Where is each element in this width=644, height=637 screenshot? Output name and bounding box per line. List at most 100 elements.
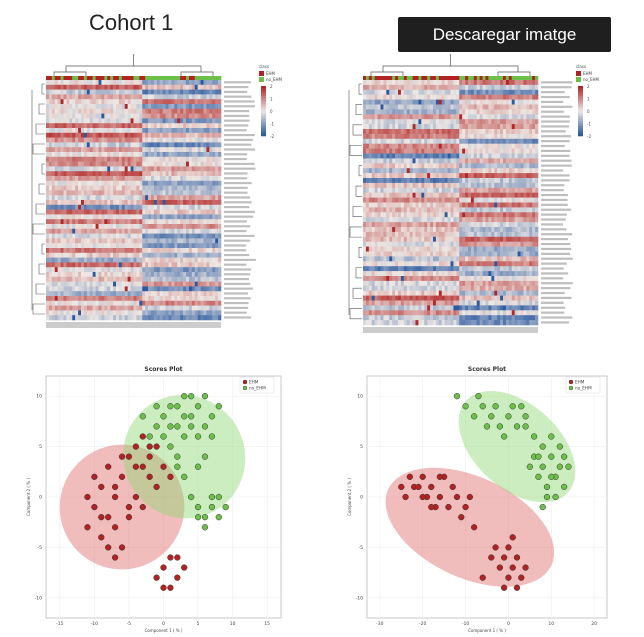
heatmap-cell: [392, 197, 396, 203]
heatmap-cell: [95, 118, 99, 124]
heatmap-cell: [200, 108, 204, 114]
heatmap-cell: [485, 114, 489, 120]
heatmap-cell: [415, 148, 419, 154]
heatmap-cell: [183, 252, 187, 258]
heatmap-cell: [63, 118, 67, 124]
heatmap-cell: [380, 173, 384, 179]
class-bar-cell: [215, 76, 219, 80]
heatmap-cell: [153, 310, 158, 316]
heatmap-cell: [438, 94, 443, 100]
heatmap-cell: [465, 133, 469, 140]
heatmap-cell: [470, 202, 475, 208]
heatmap-cell: [168, 233, 172, 239]
heatmap-cell: [46, 156, 50, 162]
heatmap-cell: [447, 133, 451, 140]
heatmap-cell: [104, 300, 108, 306]
heatmap-cell: [427, 178, 431, 184]
heatmap-cell: [383, 124, 387, 130]
heatmap-cell: [215, 94, 219, 100]
heatmap-cell: [409, 114, 413, 120]
heatmap-cell: [142, 104, 146, 110]
heatmap-cell: [209, 190, 213, 196]
heatmap-cell: [392, 217, 396, 223]
heatmap-cell: [215, 200, 219, 206]
heatmap-cell: [60, 147, 64, 153]
heatmap-cell: [168, 286, 172, 292]
heatmap-cell: [197, 166, 201, 172]
heatmap-cell: [177, 161, 181, 167]
heatmap-cell: [92, 248, 96, 254]
heatmap-cell: [183, 190, 187, 196]
heatmap-cell: [139, 238, 143, 244]
heatmap-cell: [89, 156, 93, 162]
heatmap-cell: [142, 94, 146, 100]
row-label-placeholder: [224, 278, 249, 281]
heatmap-cell: [124, 152, 128, 158]
heatmap-cell: [206, 118, 210, 124]
heatmap-cell: [145, 257, 149, 263]
heatmap-cell: [162, 99, 166, 105]
heatmap-cell: [517, 104, 521, 110]
heatmap-cell: [51, 276, 56, 282]
heatmap-cell: [98, 123, 102, 129]
heatmap-cell: [165, 142, 169, 148]
heatmap-cell: [395, 158, 399, 164]
heatmap-cell: [200, 137, 204, 143]
download-image-button[interactable]: Descaregar imatge: [398, 17, 611, 52]
heatmap-cell: [435, 99, 440, 105]
heatmap-cell: [153, 80, 158, 86]
heatmap-cell: [377, 124, 381, 130]
heatmap-cell: [133, 310, 137, 316]
heatmap-cell: [380, 148, 384, 154]
heatmap-cell: [95, 286, 99, 292]
heatmap-cell: [479, 222, 483, 228]
heatmap-cell: [118, 286, 123, 292]
heatmap-cell: [174, 209, 178, 215]
heatmap-cell: [124, 123, 128, 129]
heatmap-cell: [435, 217, 440, 223]
heatmap-cell: [162, 224, 166, 230]
heatmap-cell: [433, 173, 437, 179]
heatmap-cell: [215, 296, 219, 302]
heatmap-cell: [66, 156, 70, 162]
heatmap-cell: [371, 187, 375, 193]
heatmap-cell: [398, 94, 402, 100]
heatmap-cell: [380, 133, 384, 140]
heatmap-cell: [511, 148, 515, 154]
heatmap-cell: [75, 224, 79, 230]
row-label-placeholder: [224, 239, 251, 242]
heatmap-cell: [514, 212, 518, 218]
heatmap-cell: [194, 267, 198, 273]
class-bar-cell: [113, 76, 117, 80]
heatmap-cell: [75, 276, 79, 282]
heatmap-cell: [476, 89, 480, 95]
heatmap-cell: [482, 148, 486, 154]
heatmap-cell: [136, 171, 140, 177]
heatmap-cell: [203, 94, 207, 100]
heatmap-cell: [86, 219, 91, 225]
heatmap-cell: [406, 94, 410, 100]
heatmap-cell: [92, 128, 96, 134]
heatmap-cell: [165, 185, 169, 191]
heatmap-cell: [156, 84, 161, 90]
heatmap-cell: [450, 109, 454, 115]
heatmap-cell: [118, 248, 123, 254]
heatmap-cell: [203, 291, 207, 297]
heatmap-cell: [60, 84, 64, 90]
heatmap-cell: [183, 214, 187, 220]
heatmap-cell: [514, 89, 518, 95]
heatmap-cell: [72, 118, 76, 124]
heatmap-cell: [470, 104, 475, 110]
heatmap-cell: [470, 192, 475, 198]
heatmap-cell: [83, 272, 88, 278]
heatmap-cell: [118, 243, 123, 249]
heatmap-cell: [116, 113, 120, 119]
heatmap-cell: [124, 142, 128, 148]
heatmap-cell: [86, 142, 91, 148]
heatmap-cell: [142, 161, 146, 167]
heatmap-cell: [462, 119, 466, 125]
heatmap-cell: [491, 217, 495, 223]
heatmap-cell: [191, 272, 196, 278]
heatmap-cell: [215, 310, 219, 316]
heatmap-cell: [462, 158, 466, 164]
